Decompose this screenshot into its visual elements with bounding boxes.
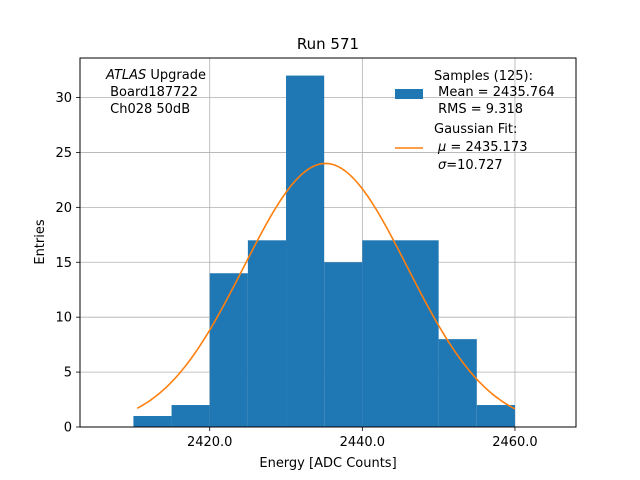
y-tick-label: 10 [55, 311, 72, 326]
upgrade-label: Upgrade [146, 68, 206, 83]
legend-gaussian-line-3: σ=10.727 [438, 158, 503, 173]
histogram-bar [476, 405, 515, 427]
legend-gaussian-line-1: Gaussian Fit: [434, 122, 517, 137]
histogram-bar [324, 262, 363, 427]
histogram-bar [247, 240, 287, 427]
y-tick-label: 25 [55, 146, 72, 161]
legend-gaussian-line-2: μ = 2435.173 [437, 140, 527, 155]
histogram-bar [362, 240, 401, 427]
y-tick-label: 0 [64, 421, 72, 436]
x-tick-label: 2420.0 [187, 435, 233, 450]
histogram-bar [400, 240, 439, 427]
histogram-bar [209, 273, 248, 427]
annotation-line-1: ATLAS Upgrade [105, 68, 206, 83]
annotation-line-3: Ch028 50dB [106, 102, 190, 117]
y-tick-label: 15 [55, 256, 72, 271]
axis-ticks: 2420.0 2440.0 2460.0 0 5 10 15 20 25 30 [55, 91, 537, 450]
chart-title: Run 571 [297, 35, 359, 53]
x-tick-label: 2460.0 [492, 435, 538, 450]
x-axis-title: Energy [ADC Counts] [259, 456, 396, 471]
y-tick-label: 5 [64, 366, 72, 381]
atlas-label: ATLAS [105, 68, 146, 83]
legend-samples-line-1: Samples (125): [434, 69, 533, 84]
y-axis-title: Entries [33, 219, 48, 265]
mu-value: = 2435.173 [446, 140, 527, 155]
gaussian-fit-line [136, 162, 516, 410]
y-tick-label: 30 [55, 91, 72, 106]
histogram-bar [286, 75, 325, 428]
histogram-bar [438, 339, 477, 427]
sigma-symbol: σ [438, 158, 447, 173]
sigma-value: =10.727 [446, 158, 502, 173]
legend-samples-line-3: RMS = 9.318 [434, 102, 523, 117]
x-tick-label: 2440.0 [340, 435, 386, 450]
annotation-line-2: Board187722 [106, 85, 198, 100]
legend-swatch-samples [395, 89, 423, 99]
histogram-bar [171, 405, 210, 427]
legend-samples-line-2: Mean = 2435.764 [434, 85, 555, 100]
histogram-bar [133, 416, 172, 427]
histogram-bars [133, 75, 515, 428]
plot-frame [79, 57, 577, 428]
y-tick-label: 20 [55, 201, 72, 216]
mu-symbol: μ [437, 140, 446, 155]
legend: Samples (125): Mean = 2435.764 RMS = 9.3… [395, 69, 555, 173]
